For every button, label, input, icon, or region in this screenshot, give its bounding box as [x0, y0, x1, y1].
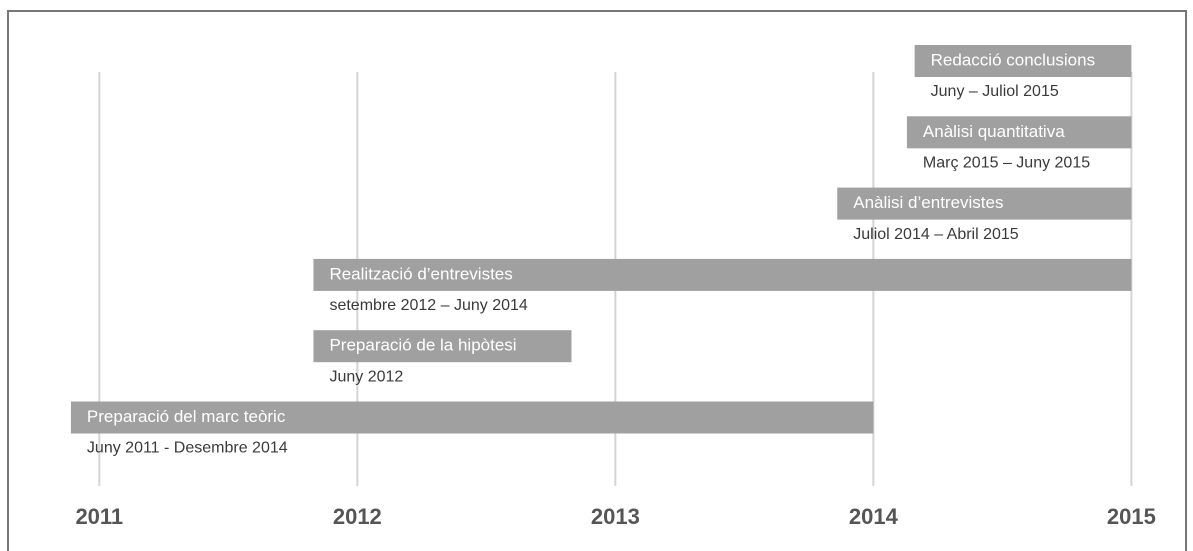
task-bar	[914, 45, 1132, 77]
task-dates: Juliol 2014 – Abril 2015	[853, 226, 1019, 243]
x-tick-label: 2012	[333, 504, 382, 529]
task-bar	[837, 187, 1132, 220]
task-name: Preparació de la hipòtesi	[329, 336, 516, 355]
task-dates: setembre 2012 – Juny 2014	[329, 297, 527, 314]
x-tick-label: 2014	[849, 504, 899, 529]
task-name: Realització d’entrevistes	[329, 264, 512, 283]
frame	[7, 10, 1187, 551]
task-bar	[906, 116, 1132, 149]
task-name: Anàlisi d’entrevistes	[853, 193, 1003, 212]
x-tick-label: 2011	[75, 504, 123, 529]
x-tick-label: 2015	[1107, 504, 1156, 529]
task-bar	[70, 401, 874, 434]
task-name: Preparació del marc teòric	[87, 407, 286, 426]
task-dates: Juny 2012	[329, 368, 403, 385]
task-bar	[313, 330, 572, 363]
task-dates: Març 2015 – Juny 2015	[923, 155, 1090, 172]
task-name: Anàlisi quantitativa	[923, 122, 1065, 141]
task-name: Redacció conclusions	[931, 50, 1095, 69]
task-dates: Juny 2011 - Desembre 2014	[87, 440, 288, 457]
task-bar	[313, 258, 1132, 291]
x-tick-label: 2013	[591, 504, 640, 529]
task-dates: Juny – Juliol 2015	[931, 83, 1059, 100]
